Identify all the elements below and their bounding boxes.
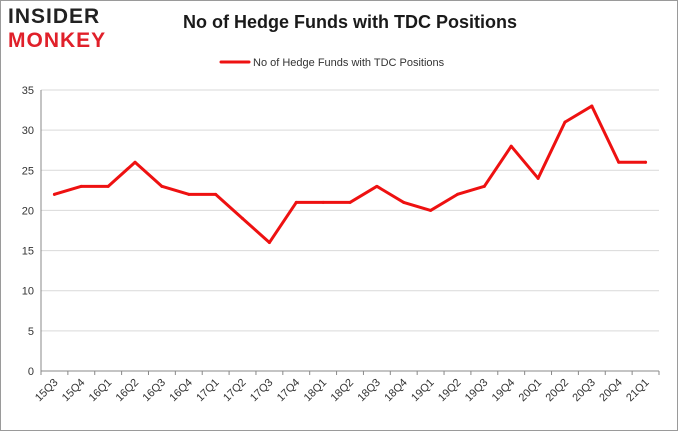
series-line — [52, 104, 648, 245]
data-point — [214, 192, 218, 196]
data-point — [482, 184, 486, 188]
data-point — [563, 120, 567, 124]
data-point — [429, 208, 433, 212]
x-tick-label: 18Q3 — [355, 377, 383, 405]
x-tick-label: 18Q1 — [302, 377, 330, 405]
logo-text-insider: INSIDER — [8, 5, 101, 28]
y-tick-label: 20 — [22, 205, 34, 217]
x-tick-label: 19Q4 — [490, 377, 518, 405]
x-tick-label: 16Q4 — [167, 377, 195, 405]
insider-monkey-logo: INSIDER MONKEY — [8, 4, 128, 56]
x-tick-label: 20Q4 — [597, 377, 625, 405]
x-tick-label: 18Q4 — [382, 377, 410, 405]
x-tick-label: 15Q3 — [33, 377, 61, 405]
data-point — [644, 160, 648, 164]
chart-title: No of Hedge Funds with TDC Positions — [183, 12, 517, 32]
x-tick-label: 16Q3 — [141, 377, 169, 405]
data-point — [133, 160, 137, 164]
data-point — [617, 160, 621, 164]
x-tick-label: 15Q4 — [60, 377, 88, 405]
data-point — [106, 184, 110, 188]
x-tick-label: 20Q2 — [544, 377, 572, 405]
x-tick-label: 17Q2 — [221, 377, 249, 405]
data-point — [455, 192, 459, 196]
x-tick-label: 17Q3 — [248, 377, 276, 405]
x-tick-label: 19Q3 — [463, 377, 491, 405]
data-point — [294, 200, 298, 204]
data-point — [321, 200, 325, 204]
data-point — [509, 144, 513, 148]
grid-layer — [41, 89, 659, 332]
series-layer — [52, 104, 648, 245]
y-tick-label: 15 — [22, 246, 34, 258]
data-point — [52, 192, 56, 196]
x-tick-label: 17Q4 — [275, 377, 303, 405]
data-point — [267, 241, 271, 245]
x-tick-label: 16Q2 — [114, 377, 142, 405]
x-tick-label: 19Q1 — [409, 377, 437, 405]
x-tick-label: 20Q3 — [570, 377, 598, 405]
y-tick-label: 30 — [22, 125, 34, 137]
x-tick-label: 17Q1 — [194, 377, 222, 405]
y-tick-label: 35 — [22, 85, 34, 97]
data-point — [348, 200, 352, 204]
x-tick-label: 19Q2 — [436, 377, 464, 405]
legend-label: No of Hedge Funds with TDC Positions — [253, 57, 445, 69]
legend: No of Hedge Funds with TDC Positions — [219, 57, 445, 69]
data-point — [375, 184, 379, 188]
data-point — [241, 216, 245, 220]
data-point — [402, 200, 406, 204]
data-point — [590, 104, 594, 108]
data-point — [79, 184, 83, 188]
y-tick-label: 0 — [28, 366, 34, 378]
data-point — [160, 184, 164, 188]
data-point — [536, 176, 540, 180]
data-point — [187, 192, 191, 196]
x-tick-label: 20Q1 — [517, 377, 545, 405]
x-tick-label: 21Q1 — [624, 377, 652, 405]
y-tick-label: 25 — [22, 165, 34, 177]
x-tick-label: 16Q1 — [87, 377, 115, 405]
x-tick-label: 18Q2 — [329, 377, 357, 405]
logo-text-monkey: MONKEY — [8, 29, 107, 52]
y-tick-label: 10 — [22, 286, 34, 298]
y-tick-label: 5 — [28, 326, 34, 338]
